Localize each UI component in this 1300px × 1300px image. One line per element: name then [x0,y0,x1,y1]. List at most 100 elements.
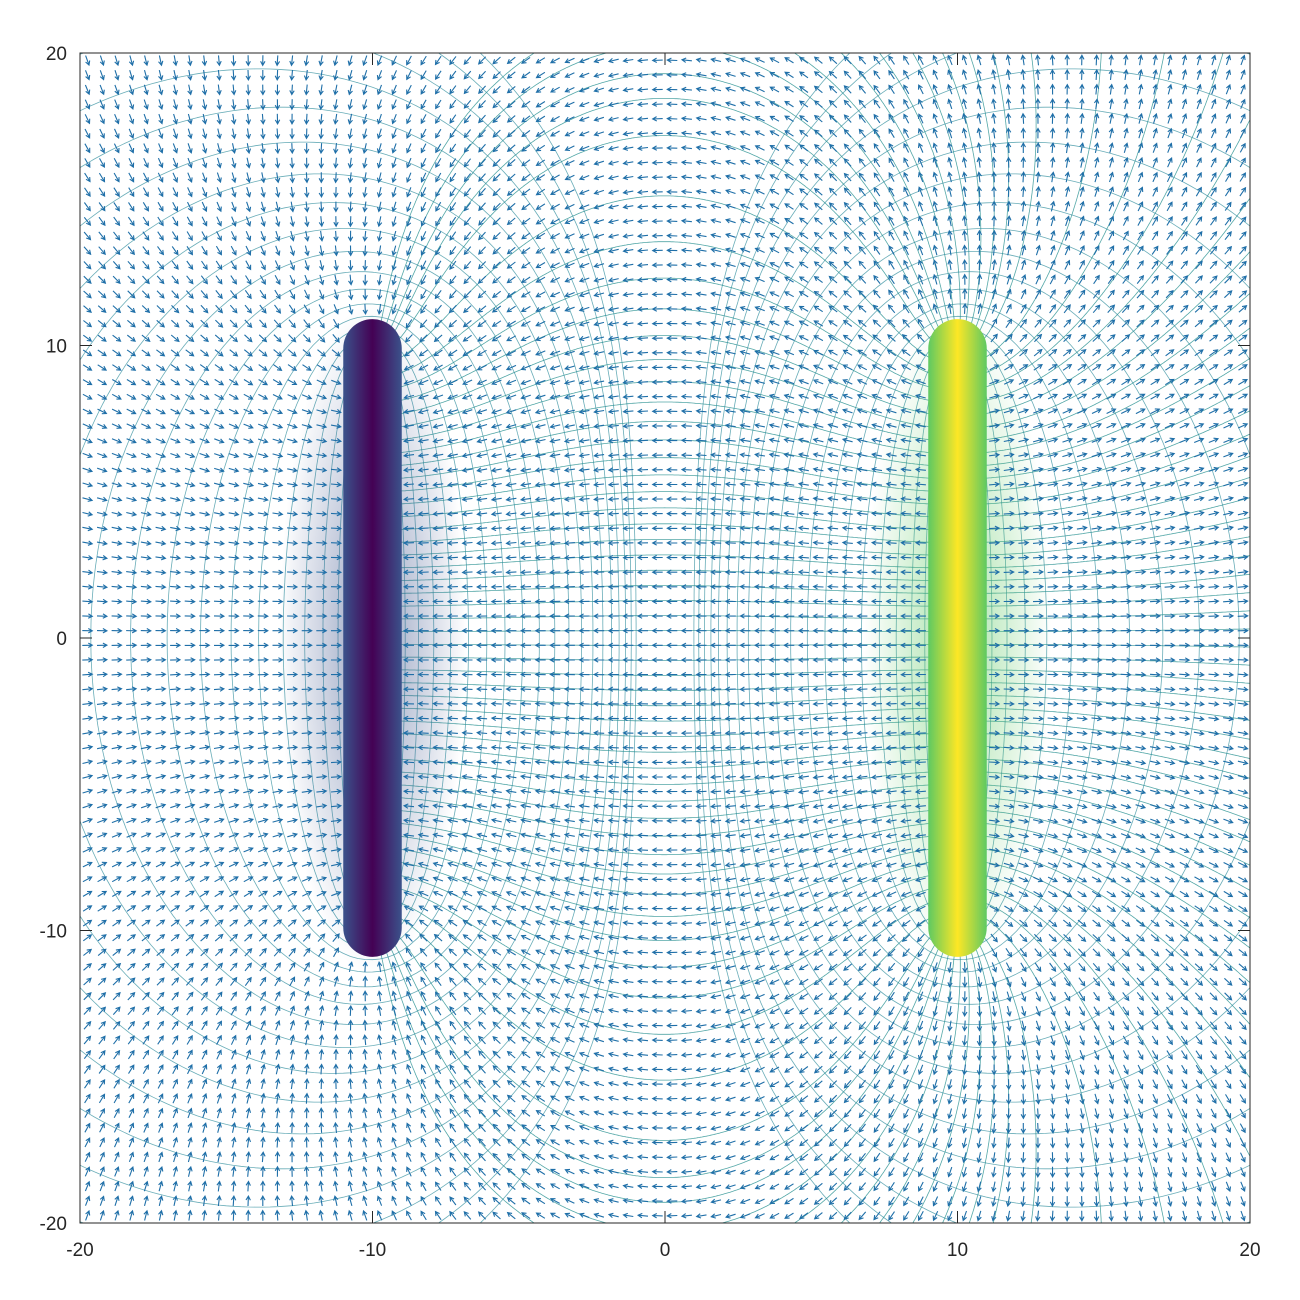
quiver-arrow [417,832,429,838]
quiver-arrow [666,1052,678,1058]
quiver-arrow [947,1064,953,1076]
quiver-arrow [1018,686,1030,692]
quiver-arrow [521,1036,531,1044]
quiver-arrow [724,979,736,985]
quiver-arrow [812,759,824,766]
quiver-arrow [318,1107,324,1119]
quiver-arrow [492,1123,501,1132]
quiver-arrow [622,1037,634,1043]
quiver-arrow [406,1180,412,1192]
quiver-arrow [126,774,138,780]
quiver-arrow [607,817,619,824]
quiver-arrow [1150,934,1160,942]
quiver-arrow [989,818,1001,824]
quiver-arrow [593,949,605,955]
quiver-arrow [843,1167,852,1177]
quiver-arrow [841,715,853,722]
quiver-arrow [1047,789,1059,795]
quiver-arrow [754,818,766,824]
quiver-arrow [1120,847,1132,854]
quiver-arrow [754,833,766,839]
quiver-arrow [666,1008,678,1014]
quiver-arrow [870,715,883,722]
quiver-arrow [578,1154,590,1160]
quiver-arrow [184,730,196,736]
quiver-arrow [827,657,839,663]
quiver-arrow [1179,745,1191,751]
quiver-arrow [231,1136,237,1148]
quiver-arrow [330,730,343,736]
quiver-arrow [622,701,634,707]
quiver-arrow [404,933,413,942]
quiver-arrow [843,1079,852,1089]
quiver-arrow [989,642,1001,648]
quiver-arrow [463,1108,472,1118]
quiver-arrow [1164,876,1175,883]
quiver-arrow [199,686,211,692]
quiver-arrow [856,774,868,780]
quiver-arrow [914,803,926,810]
quiver-arrow [563,657,575,663]
quiver-arrow [187,1107,193,1119]
quiver-arrow [873,1064,881,1075]
quiver-arrow [303,1209,310,1221]
quiver-arrow [1196,1152,1202,1163]
quiver-arrow [535,978,546,985]
quiver-arrow [289,990,296,1002]
quiver-arrow [316,905,327,912]
quiver-arrow [1208,745,1220,751]
quiver-arrow [1181,1210,1188,1222]
quiver-arrow [83,948,93,956]
quiver-arrow [245,1209,251,1221]
quiver-arrow [97,905,108,912]
quiver-arrow [446,759,458,765]
quiver-arrow [257,817,269,824]
quiver-arrow [185,948,195,957]
quiver-arrow [989,877,1000,883]
quiver-arrow [666,657,678,663]
quiver-arrow [636,1051,649,1058]
quiver-arrow [420,1093,427,1104]
quiver-arrow [82,861,93,868]
quiver-arrow [303,947,311,957]
quiver-arrow [402,803,415,809]
quiver-arrow [885,671,897,678]
quiver-arrow [184,715,196,721]
quiver-arrow [243,657,255,663]
quiver-arrow [695,686,707,692]
quiver-arrow [989,686,1001,692]
quiver-arrow [1237,789,1249,795]
quiver-arrow [900,862,912,868]
quiver-arrow [1167,1181,1173,1193]
quiver-arrow [199,890,210,898]
quiver-arrow [418,890,429,897]
quiver-arrow [1225,1094,1232,1104]
quiver-arrow [1006,1064,1012,1076]
quiver-arrow [917,1006,924,1017]
quiver-arrow [402,817,415,824]
quiver-arrow [593,1198,605,1204]
quiver-arrow [783,833,795,839]
quiver-arrow [873,1211,881,1221]
quiver-arrow [991,1079,997,1091]
quiver-arrow [98,1049,106,1060]
quiver-arrow [784,993,794,1000]
quiver-arrow [331,919,341,927]
quiver-arrow [1149,657,1162,663]
quiver-arrow [257,730,269,736]
quiver-arrow [917,1064,924,1076]
quiver-arrow [126,715,138,721]
quiver-arrow [417,861,429,867]
quiver-arrow [695,1096,707,1102]
quiver-arrow [695,1052,707,1058]
quiver-arrow [391,990,397,1002]
quiver-arrow [1193,730,1205,736]
quiver-arrow [1195,1021,1203,1031]
quiver-arrow [607,671,619,678]
quiver-arrow [231,1180,237,1192]
quiver-arrow [695,818,707,824]
quiver-arrow [710,1169,722,1175]
quiver-arrow [521,1197,531,1205]
field-line [970,292,1250,442]
quiver-arrow [680,1183,692,1190]
